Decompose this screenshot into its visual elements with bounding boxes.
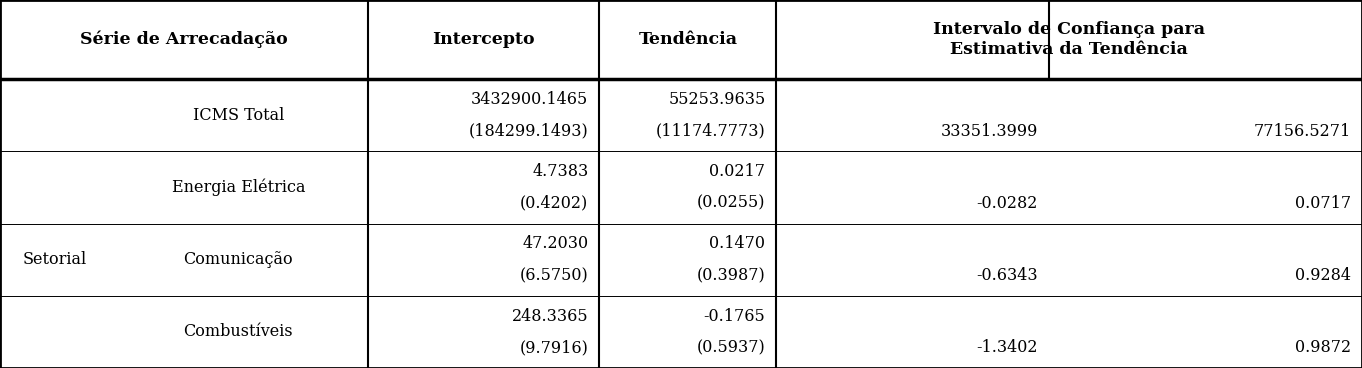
Text: Setorial: Setorial — [22, 251, 87, 268]
Text: 0.0717: 0.0717 — [1295, 195, 1351, 212]
Text: 0.9872: 0.9872 — [1295, 339, 1351, 356]
Text: 3432900.1465: 3432900.1465 — [471, 91, 588, 108]
Text: -0.1765: -0.1765 — [704, 308, 765, 325]
Bar — [0, 0, 1362, 79]
Text: (184299.1493): (184299.1493) — [469, 123, 588, 139]
Text: 77156.5271: 77156.5271 — [1254, 123, 1351, 139]
Text: (0.0255): (0.0255) — [697, 195, 765, 212]
Text: 0.0217: 0.0217 — [710, 163, 765, 180]
Text: -0.0282: -0.0282 — [977, 195, 1038, 212]
Text: (11174.7773): (11174.7773) — [655, 123, 765, 139]
Text: 248.3365: 248.3365 — [512, 308, 588, 325]
Text: Intercepto: Intercepto — [432, 31, 535, 48]
Text: Comunicação: Comunicação — [184, 251, 293, 268]
Text: 33351.3999: 33351.3999 — [941, 123, 1038, 139]
Text: -0.6343: -0.6343 — [977, 267, 1038, 284]
Text: -1.3402: -1.3402 — [977, 339, 1038, 356]
Text: Combustíveis: Combustíveis — [184, 323, 293, 340]
Text: 4.7383: 4.7383 — [533, 163, 588, 180]
Text: Energia Elétrica: Energia Elétrica — [172, 179, 305, 196]
Text: Tendência: Tendência — [639, 31, 737, 48]
Text: (0.4202): (0.4202) — [520, 195, 588, 212]
Bar — [0, 79, 1362, 368]
Text: 0.1470: 0.1470 — [710, 235, 765, 252]
Text: ICMS Total: ICMS Total — [192, 107, 285, 124]
Text: Série de Arrecadação: Série de Arrecadação — [80, 31, 287, 48]
Text: (0.5937): (0.5937) — [697, 339, 765, 356]
Text: 55253.9635: 55253.9635 — [669, 91, 765, 108]
Text: (6.5750): (6.5750) — [520, 267, 588, 284]
Text: (0.3987): (0.3987) — [697, 267, 765, 284]
Text: 0.9284: 0.9284 — [1295, 267, 1351, 284]
Text: Intervalo de Confiança para
Estimativa da Tendência: Intervalo de Confiança para Estimativa d… — [933, 21, 1205, 58]
Text: (9.7916): (9.7916) — [519, 339, 588, 356]
Text: 47.2030: 47.2030 — [522, 235, 588, 252]
